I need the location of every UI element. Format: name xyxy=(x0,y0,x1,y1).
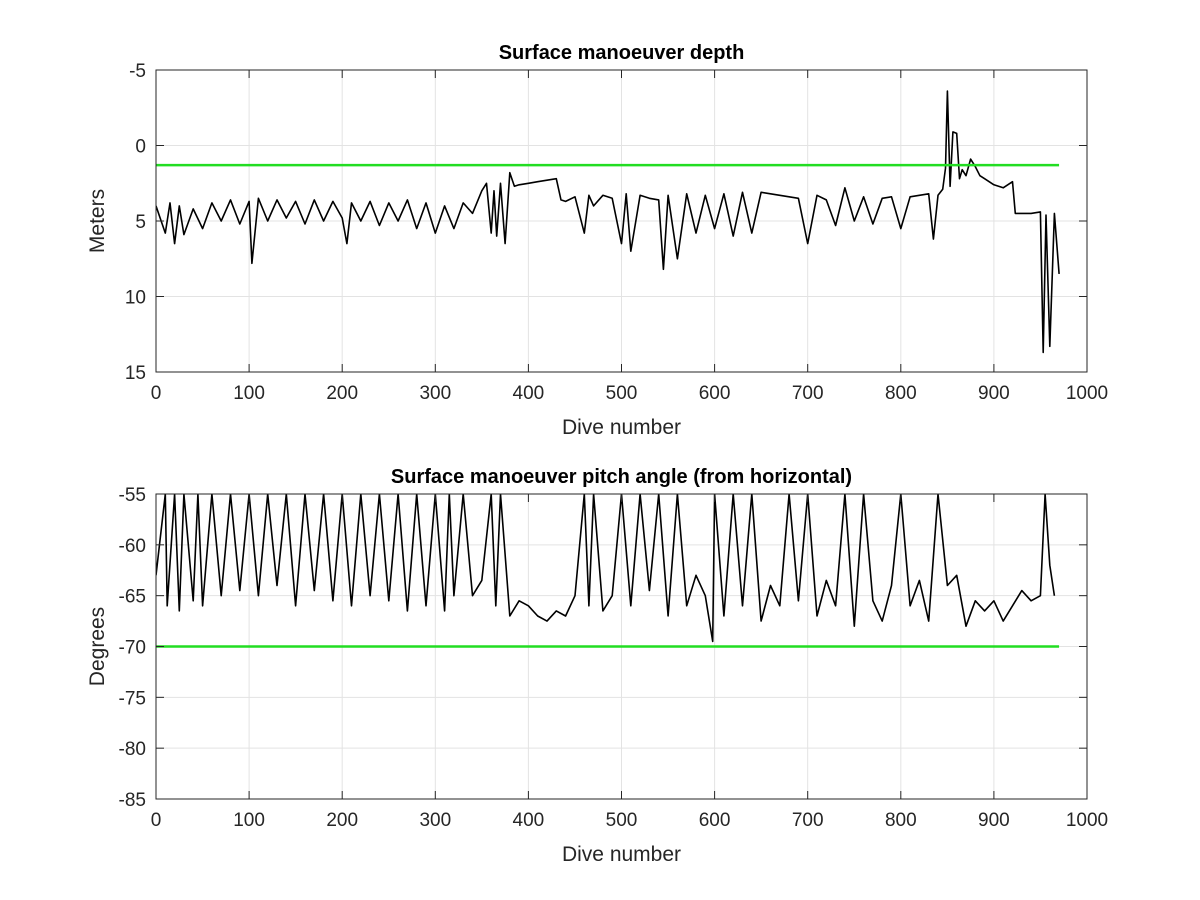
x-tick-label: 500 xyxy=(606,383,638,404)
x-tick-label: 100 xyxy=(233,383,265,404)
x-tick-label: 200 xyxy=(326,810,358,831)
x-tick-label: 500 xyxy=(606,810,638,831)
y-tick-label: 15 xyxy=(125,363,146,384)
y-tick-label: -65 xyxy=(119,587,146,608)
pitch-axes: 0 100 200 300 400 500 600 700 800 900 1000 -55 -60 -6… xyxy=(86,466,1108,866)
y-tick-label: 5 xyxy=(135,212,146,233)
y-tick-label: -85 xyxy=(119,790,146,811)
x-tick-label: 700 xyxy=(792,810,824,831)
x-tick-label: 800 xyxy=(885,383,917,404)
y-axis-label: Meters xyxy=(86,189,109,253)
chart-title: Surface manoeuver pitch angle (from hori… xyxy=(391,466,852,488)
chart-title: Surface manoeuver depth xyxy=(499,42,745,64)
tick-labels: 0 100 200 300 400 500 600 700 800 900 1000 -55 -60 -6… xyxy=(119,485,1109,831)
x-tick-label: 700 xyxy=(792,383,824,404)
y-tick-label: 0 xyxy=(135,137,146,158)
y-tick-label: -55 xyxy=(119,485,146,506)
y-tick-label: -70 xyxy=(119,638,146,659)
x-tick-label: 600 xyxy=(699,810,731,831)
x-axis-label: Dive number xyxy=(562,843,681,866)
x-tick-label: 300 xyxy=(419,383,451,404)
x-tick-label: 900 xyxy=(978,810,1010,831)
y-tick-label: -75 xyxy=(119,688,146,709)
x-tick-label: 1000 xyxy=(1066,383,1108,404)
y-tick-label: -5 xyxy=(129,61,146,82)
x-tick-label: 600 xyxy=(699,383,731,404)
x-tick-label: 0 xyxy=(151,383,162,404)
x-tick-label: 800 xyxy=(885,810,917,831)
depth-axes: 0 100 200 300 400 500 600 700 800 900 1000 -5 0 5 10 15… xyxy=(86,42,1108,439)
x-tick-label: 100 xyxy=(233,810,265,831)
data-series-line xyxy=(156,90,1060,354)
y-tick-label: 10 xyxy=(125,288,146,309)
data-series-line xyxy=(156,494,1056,643)
x-tick-label: 1000 xyxy=(1066,810,1108,831)
x-tick-label: 400 xyxy=(513,383,545,404)
plot-area xyxy=(156,494,1060,648)
plot-area xyxy=(156,90,1060,354)
x-tick-label: 900 xyxy=(978,383,1010,404)
x-tick-label: 0 xyxy=(151,810,162,831)
y-axis-label: Degrees xyxy=(86,607,109,686)
x-tick-label: 400 xyxy=(513,810,545,831)
x-tick-label: 200 xyxy=(326,383,358,404)
tick-labels: 0 100 200 300 400 500 600 700 800 900 1000 -5 0 5 10 15 xyxy=(125,61,1108,404)
y-tick-label: -60 xyxy=(119,536,146,557)
x-tick-label: 300 xyxy=(419,810,451,831)
y-tick-label: -80 xyxy=(119,739,146,760)
x-axis-label: Dive number xyxy=(562,416,681,439)
